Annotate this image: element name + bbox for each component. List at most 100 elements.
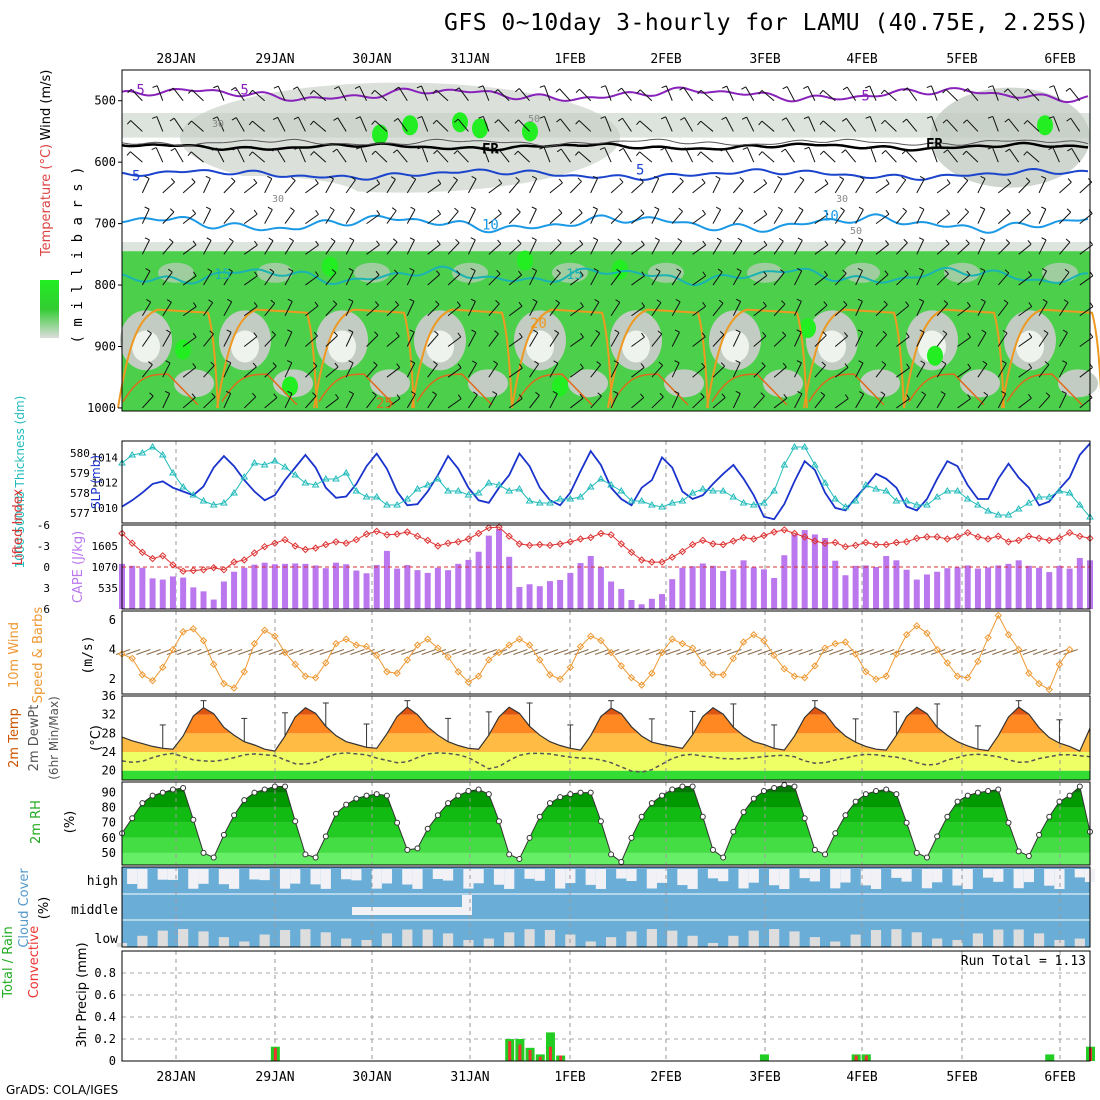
thickness-marker [525, 497, 534, 504]
wind-barb-staff [191, 89, 204, 102]
wind-barb-feather [657, 330, 663, 335]
wind-barb-feather [348, 329, 354, 333]
wind-barb-feather [149, 392, 154, 397]
wind-barb-staff [622, 148, 632, 163]
wind-barb-staff [639, 151, 653, 163]
wind-barb-staff [604, 147, 612, 163]
wind-barb-feather [737, 237, 743, 242]
thickness-marker [464, 491, 473, 498]
high-cloud-gap [809, 869, 820, 882]
wind-barb-staff [1018, 181, 1031, 194]
wind-barb-staff [1018, 367, 1032, 378]
rh-pocket [158, 262, 194, 283]
rh-pocket [426, 330, 454, 363]
temp-contour-25 [808, 373, 885, 406]
wind-barb-staff [243, 305, 258, 317]
cape-bar [1005, 563, 1012, 609]
wind-barb-feather [1045, 392, 1051, 397]
wind-barb-feather [680, 147, 686, 151]
wind-barb-feather [329, 206, 335, 211]
wind-barb-staff [457, 150, 469, 163]
wind-barb-staff [712, 334, 725, 347]
wind-barb-staff [325, 303, 338, 317]
wind-barb-feather [741, 86, 747, 90]
wind-barb-staff [1007, 88, 1020, 102]
high-cloud-gap [860, 869, 871, 886]
rh2m-marker [353, 795, 360, 802]
wind-barb-staff [543, 147, 551, 163]
wind-barb-staff [386, 367, 400, 378]
rh2m-marker [149, 792, 156, 799]
wind-barb-staff [421, 146, 429, 163]
wind-barb-staff [406, 393, 416, 409]
wind10-barb [227, 649, 243, 655]
temp2m-axis-label: 2m Temp [7, 708, 22, 768]
wind-barb-staff [305, 395, 317, 409]
wind-barb-staff [700, 89, 714, 102]
wind-barb-staff [965, 150, 979, 163]
rh2m-marker [995, 786, 1002, 793]
thickness-marker [321, 475, 330, 482]
lifted-index-marker [811, 537, 819, 545]
wind-barb-feather [579, 240, 584, 245]
wind-barb-feather [967, 332, 971, 338]
precip-axis-label: 3hr Precip (mm) [75, 942, 90, 1047]
wind10-barb [747, 649, 762, 655]
low-cloud-gap [646, 929, 657, 947]
wind-barb-feather [679, 177, 684, 182]
wind-barb-feather [531, 237, 537, 241]
wind-barb-feather [226, 329, 232, 333]
wind-barb-staff [182, 213, 196, 224]
wind-barb-feather [880, 89, 885, 95]
wind-barb-feather [375, 270, 380, 276]
wind-barb-staff [683, 87, 694, 102]
cape-bar [159, 579, 166, 609]
wind-barb-staff [498, 119, 510, 132]
thickness-marker [1065, 489, 1074, 496]
thickness-marker [393, 501, 401, 508]
wind-barb-feather [409, 329, 415, 333]
thickness-marker [332, 475, 340, 482]
wind-barb-staff [692, 213, 706, 225]
thickness-marker [1024, 499, 1033, 506]
wind-barb-staff [997, 393, 1007, 409]
wind-barb-feather [533, 329, 539, 334]
low-cloud-gap [932, 938, 943, 947]
rh2m-marker [332, 810, 339, 817]
wind-barb-staff [665, 116, 673, 132]
wind10-barb [187, 649, 202, 655]
temp-contour-25 [516, 373, 593, 406]
wind10-barb [340, 649, 355, 655]
rh2m-marker [139, 800, 146, 807]
date-label-top: 31JAN [450, 52, 489, 67]
wind-barb-feather [287, 390, 293, 394]
wind-barb-staff [631, 275, 645, 286]
cape-bar [231, 571, 238, 609]
wind-barb-staff [529, 178, 538, 194]
lifted-index-marker [301, 545, 310, 554]
wind-barb-feather [1007, 178, 1012, 184]
wind-barb-staff [264, 397, 278, 409]
wind-barb-staff [834, 335, 848, 347]
wind-barb-staff [1009, 148, 1020, 163]
wind-barb-feather [392, 238, 398, 243]
wind10-barb [299, 649, 314, 655]
wind-barb-staff [508, 305, 523, 317]
low-cloud-gap [993, 929, 1004, 947]
wind-barb-staff [906, 118, 918, 132]
cape-bar [822, 537, 829, 609]
thickness-marker [311, 481, 320, 488]
rh-dry-region [140, 175, 360, 216]
rh2m-marker [720, 854, 727, 861]
wind-barb-feather [453, 176, 458, 181]
wind-barb-feather [1043, 330, 1049, 334]
wind-barb-feather [579, 363, 584, 369]
low-cloud-gap [687, 935, 698, 947]
rh2m-marker [241, 797, 248, 804]
rh2m-marker [750, 795, 757, 802]
low-cloud-gap [1074, 938, 1085, 947]
rh2m-marker [261, 786, 268, 793]
thickness-marker [637, 497, 646, 504]
wind-barb-staff [977, 394, 989, 409]
rh2m-marker [699, 813, 706, 820]
